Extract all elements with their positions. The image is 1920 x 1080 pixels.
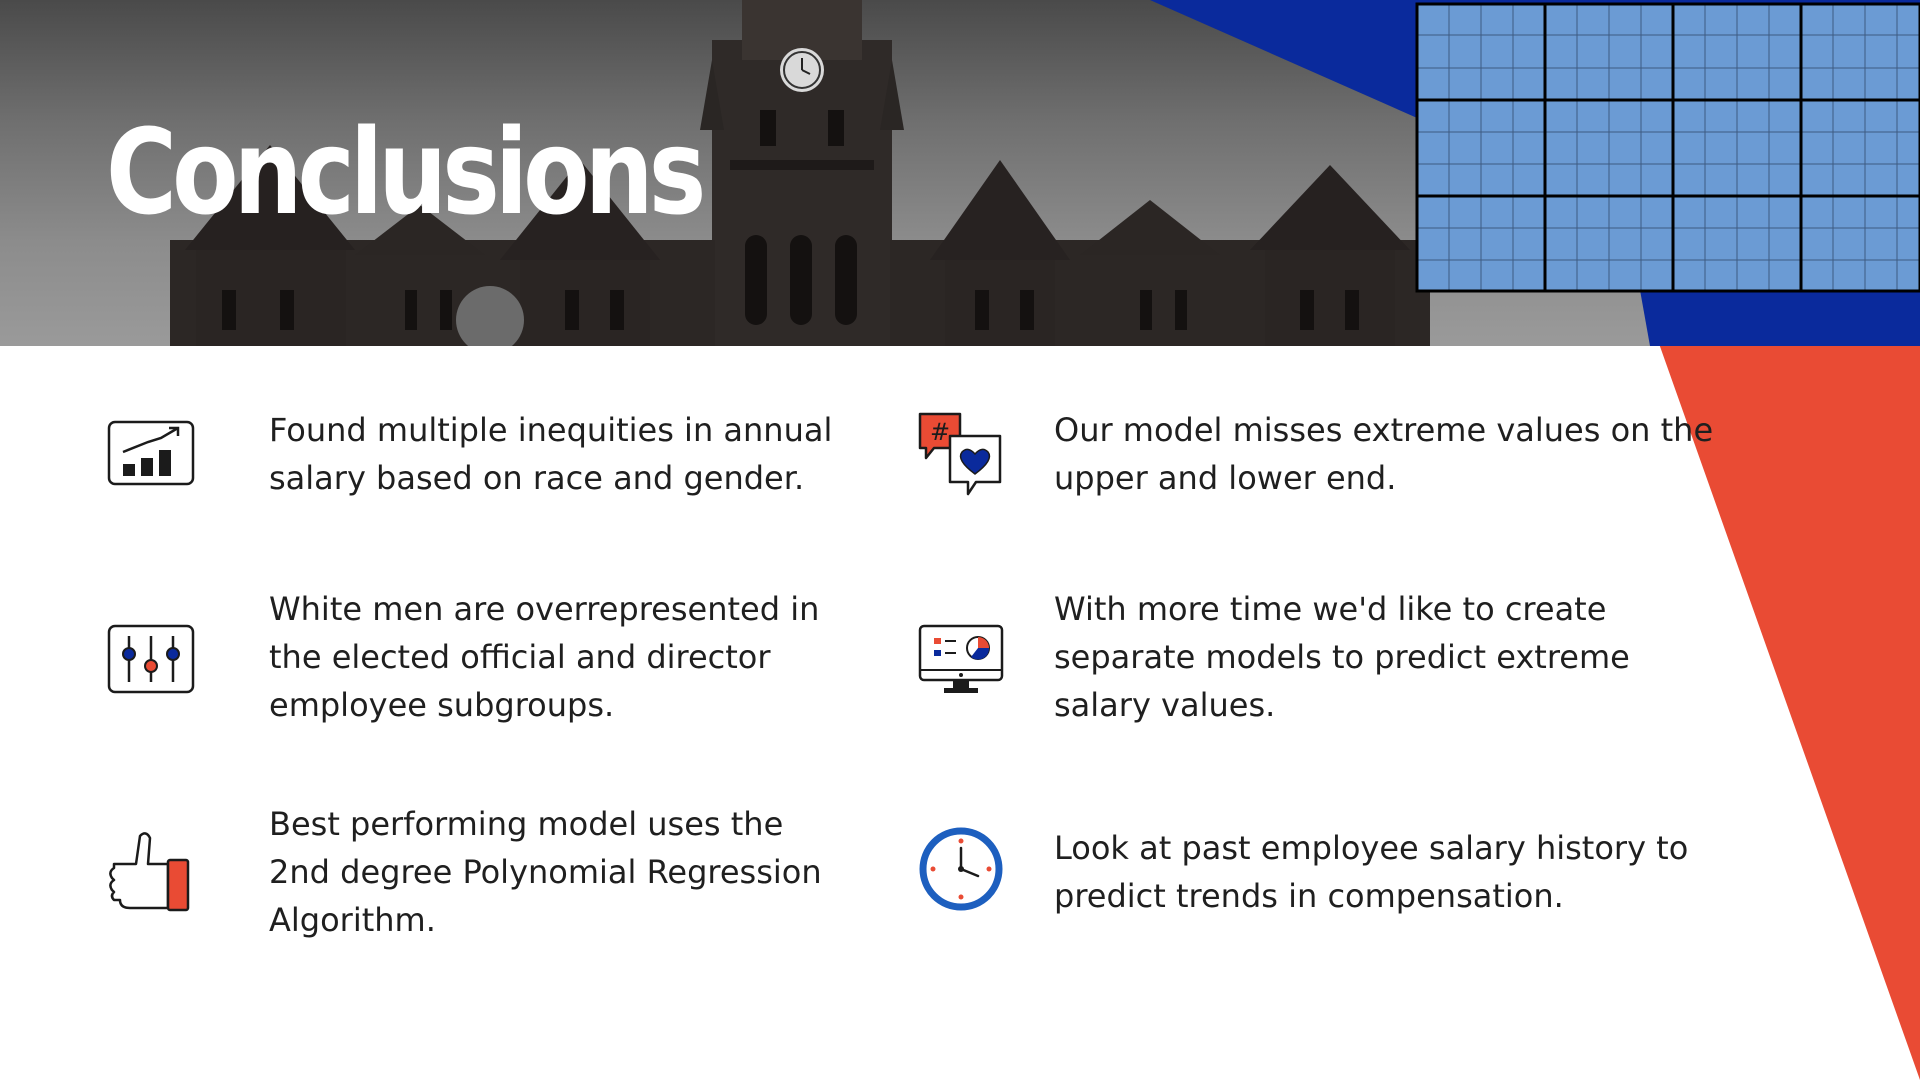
- conclusion-text: With more time we'd like to create separ…: [1054, 590, 1630, 724]
- building-photo: [170, 0, 1430, 346]
- bar-chart-trend-icon: [107, 420, 195, 486]
- clock-icon: [919, 827, 1003, 911]
- monitor-dashboard-icon: [918, 624, 1004, 693]
- conclusion-text: Found multiple inequities in annual sala…: [269, 411, 833, 497]
- red-band-shape: [1640, 290, 1920, 1080]
- svg-text:#: #: [930, 418, 950, 446]
- conclusion-text: Look at past employee salary history to …: [1054, 829, 1689, 915]
- grid-pattern: [1415, 2, 1920, 293]
- conclusion-text: White men are overrepresented in the ele…: [269, 590, 820, 724]
- hashtag-heart-chat-icon: #: [918, 412, 1002, 496]
- conclusion-text: Best performing model uses the 2nd degre…: [269, 805, 822, 939]
- conclusion-text: Our model misses extreme values on the u…: [1054, 411, 1714, 497]
- page-title: Conclusions: [106, 103, 706, 241]
- thumbs-up-icon: [109, 832, 190, 912]
- sliders-icon: [107, 624, 195, 694]
- blue-strip-shape: [1640, 290, 1920, 346]
